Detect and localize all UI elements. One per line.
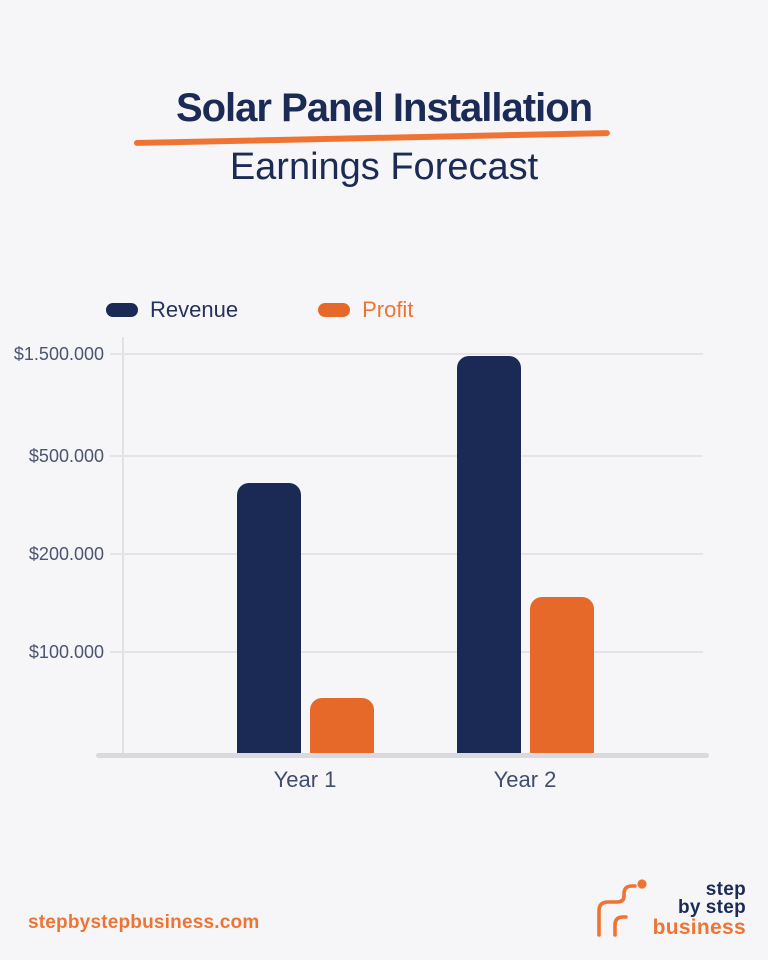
bar-year1-profit <box>310 698 374 753</box>
title-underline <box>133 130 610 146</box>
gridline-100000 <box>110 651 703 653</box>
logo-word-business: business <box>652 916 746 939</box>
x-axis-baseline <box>96 753 709 758</box>
legend-item-profit: Profit <box>318 298 413 322</box>
website-url: stepbystepbusiness.com <box>28 912 260 933</box>
chart-title-line1: Solar Panel Installation <box>175 86 593 130</box>
y-axis-tick-label: $200.000 <box>28 544 104 564</box>
logo-word-step: step <box>705 879 746 900</box>
bar-year2-revenue <box>457 356 521 753</box>
legend-label-revenue: Revenue <box>150 297 239 322</box>
logo-wordmark: step by step business <box>652 879 746 939</box>
bar-chart-plot-area: $100.000 $200.000 $500.000 $1.500.000 Year 1… <box>14 337 709 792</box>
bar-year2-profit <box>530 597 594 753</box>
legend-swatch-revenue-icon <box>106 303 138 317</box>
logo-word-bystep: by step <box>677 897 746 918</box>
y-axis-tick-label: $500.000 <box>28 446 104 466</box>
chart-legend: Revenue Profit <box>106 298 413 322</box>
legend-label-profit: Profit <box>362 297 414 322</box>
y-axis-tick-label: $100.000 <box>28 642 104 662</box>
legend-item-revenue: Revenue <box>106 298 238 322</box>
gridline-1500000 <box>110 353 703 355</box>
logo-stairs-icon <box>596 879 647 937</box>
logo: step by step business <box>595 875 746 938</box>
legend-swatch-profit-icon <box>318 303 351 317</box>
chart-title-line2: Earnings Forecast <box>229 146 539 188</box>
y-axis-tick-label: $1.500.000 <box>13 344 104 364</box>
gridline-500000 <box>110 455 703 457</box>
gridline-200000 <box>110 553 703 555</box>
y-axis-line <box>122 337 124 753</box>
x-axis-label-year2: Year 2 <box>493 767 557 792</box>
x-axis-label-year1: Year 1 <box>273 767 337 792</box>
bar-year1-revenue <box>237 483 301 753</box>
